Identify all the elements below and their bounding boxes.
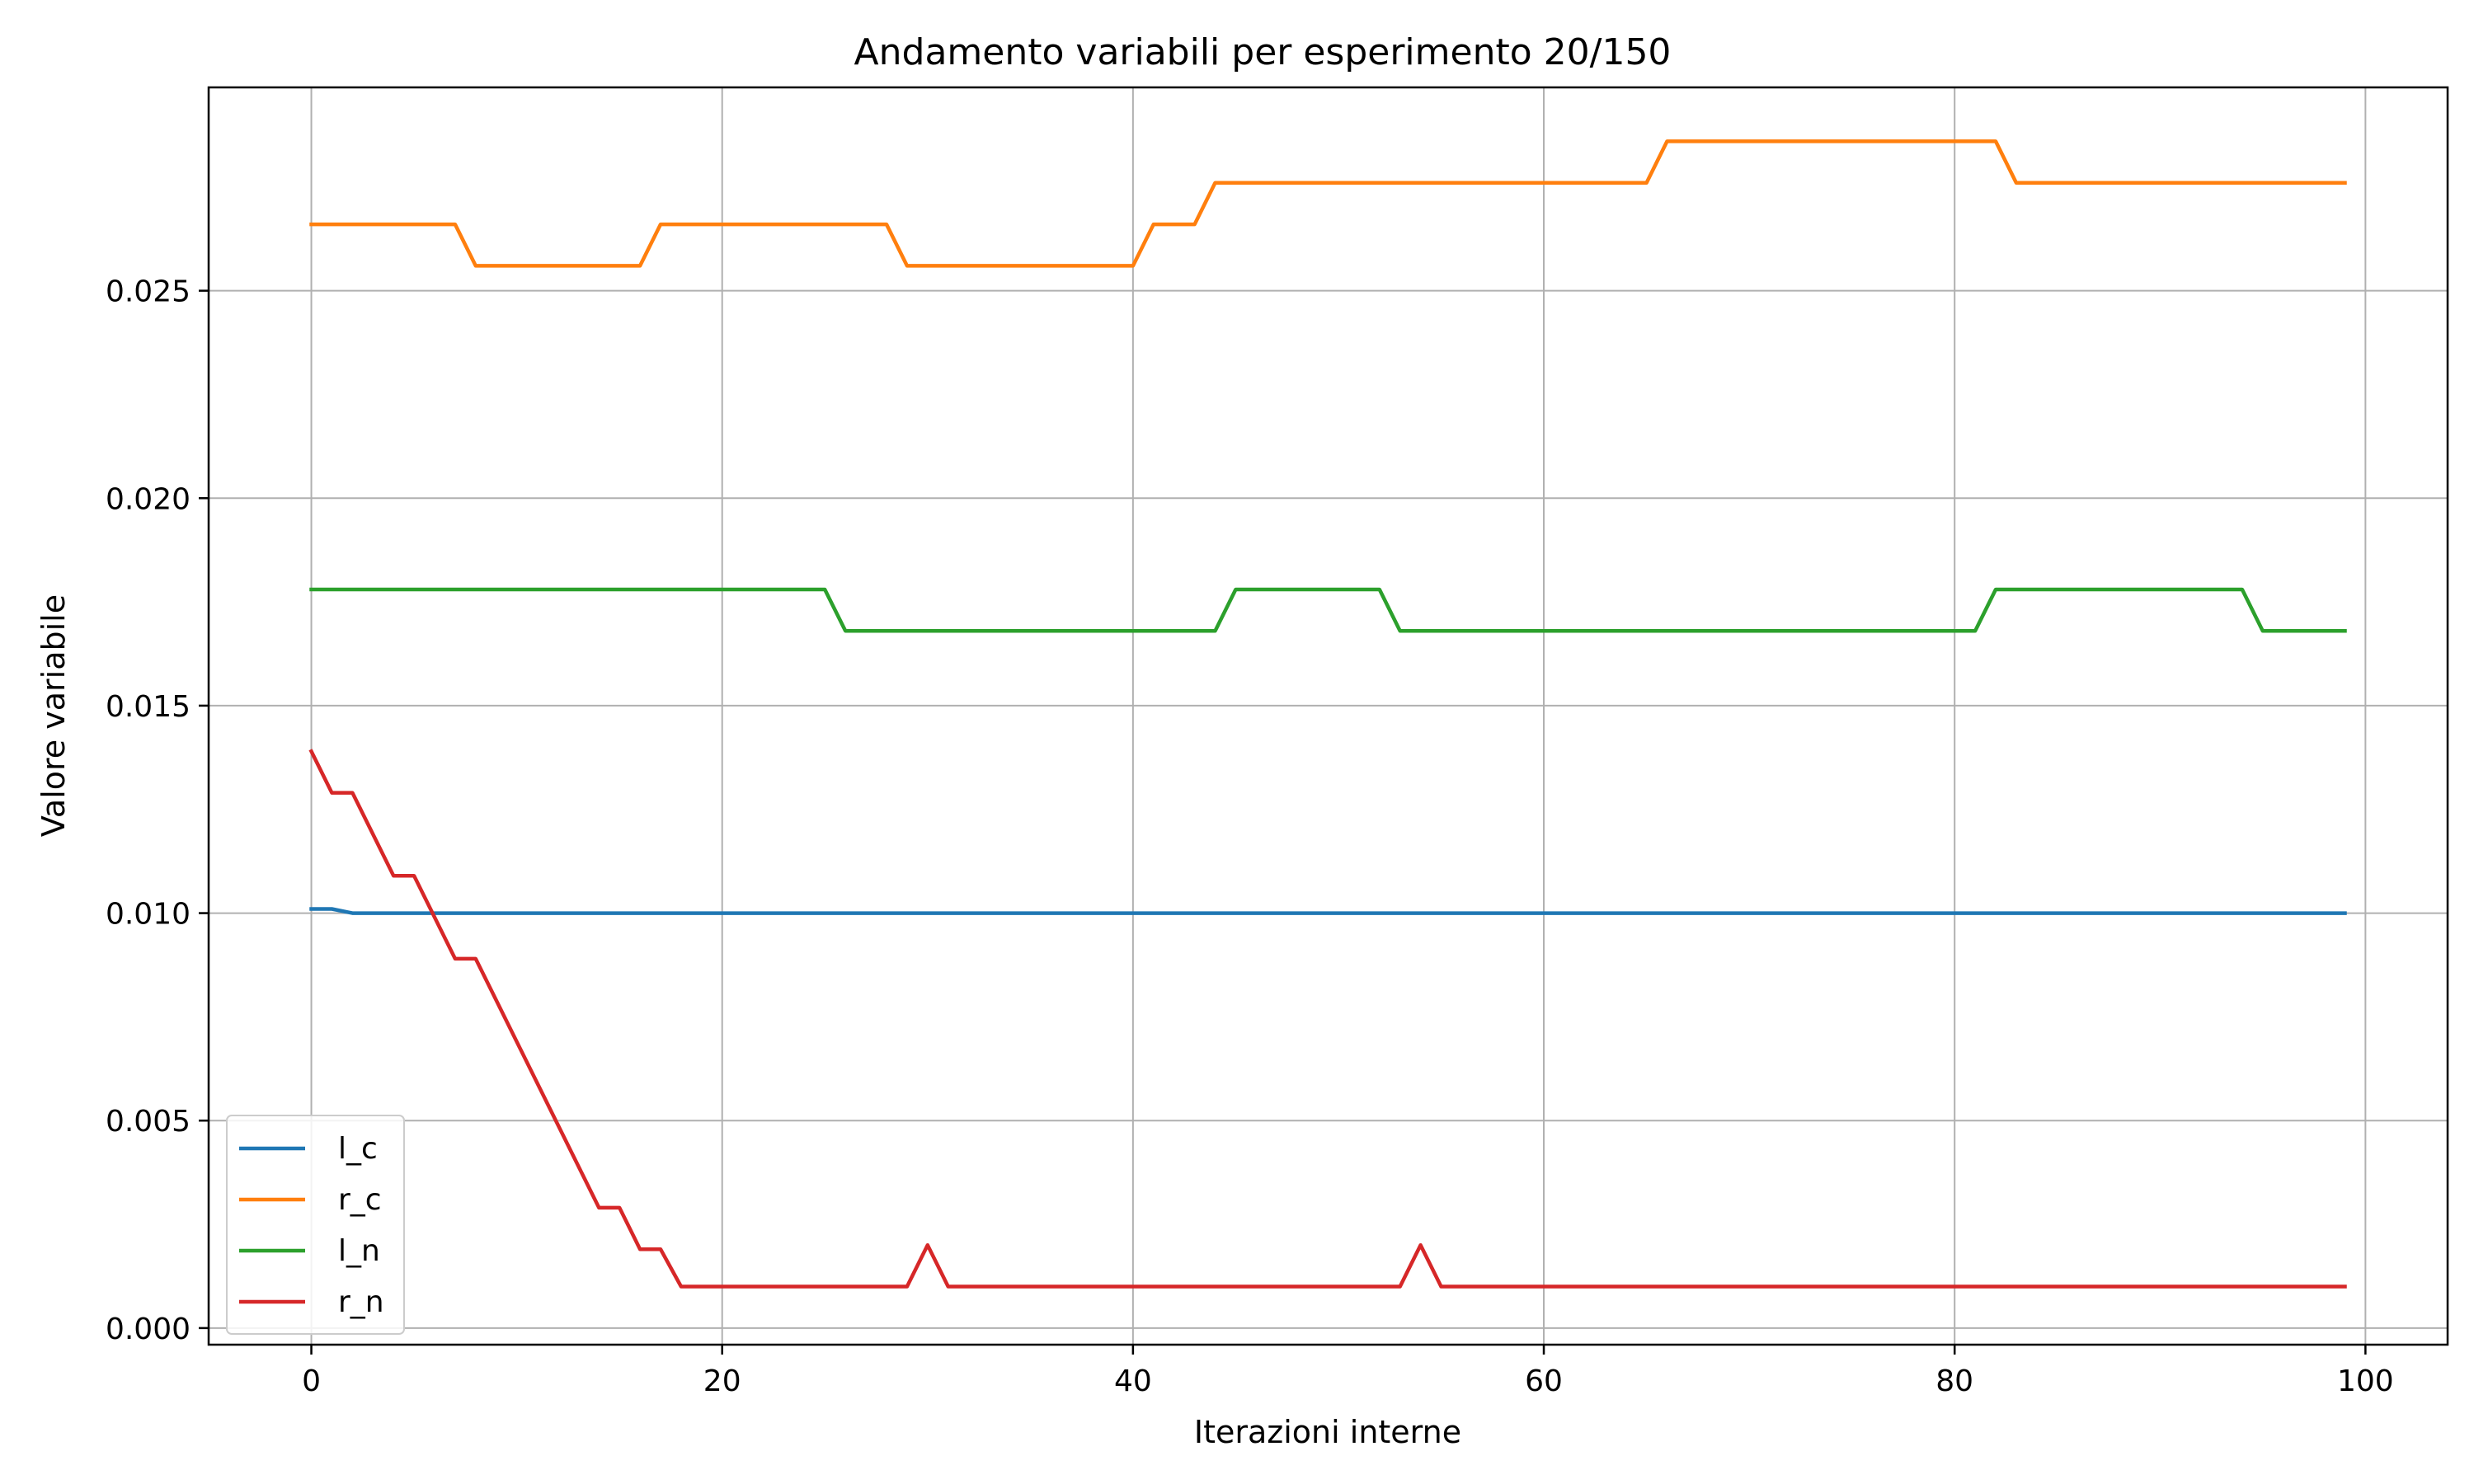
- legend-box: [226, 1115, 405, 1335]
- y-tick-label: 0.000: [106, 1313, 190, 1346]
- tick-layer: 0 20 40 60 80 100 0.000 0.005 0.010 0.015 0.020 0.0…: [106, 275, 2394, 1398]
- series-line-r-n: [308, 749, 2347, 1289]
- y-tick-label: 0.025: [106, 275, 190, 309]
- series-layer: [308, 139, 2347, 1289]
- x-tick-label: 0: [302, 1364, 321, 1398]
- x-tick-label: 40: [1114, 1364, 1152, 1398]
- x-tick-label: 60: [1525, 1364, 1563, 1398]
- y-tick-label: 0.020: [106, 482, 190, 516]
- y-axis-label: Valore variabile: [35, 594, 72, 837]
- series-line-l-c: [309, 907, 2347, 915]
- x-tick-label: 80: [1935, 1364, 1973, 1398]
- y-tick-label: 0.015: [106, 690, 190, 724]
- chart-title: Andamento variabili per esperimento 20/1…: [854, 31, 1672, 73]
- series-line-r-c: [309, 139, 2347, 268]
- legend-label: l_n: [338, 1234, 380, 1268]
- legend-label: r_n: [338, 1285, 384, 1319]
- y-tick-label: 0.010: [106, 898, 190, 932]
- x-tick-label: 20: [703, 1364, 741, 1398]
- x-axis-label: Iterazioni interne: [1194, 1414, 1461, 1450]
- legend: l_c r_c l_n r_n: [226, 1115, 405, 1335]
- y-tick-label: 0.005: [106, 1105, 190, 1139]
- legend-label: l_c: [338, 1132, 378, 1166]
- plot-frame: [207, 86, 2449, 1346]
- x-tick-label: 100: [2337, 1364, 2394, 1398]
- legend-label: r_c: [338, 1183, 382, 1217]
- series-line-l-n: [309, 587, 2347, 633]
